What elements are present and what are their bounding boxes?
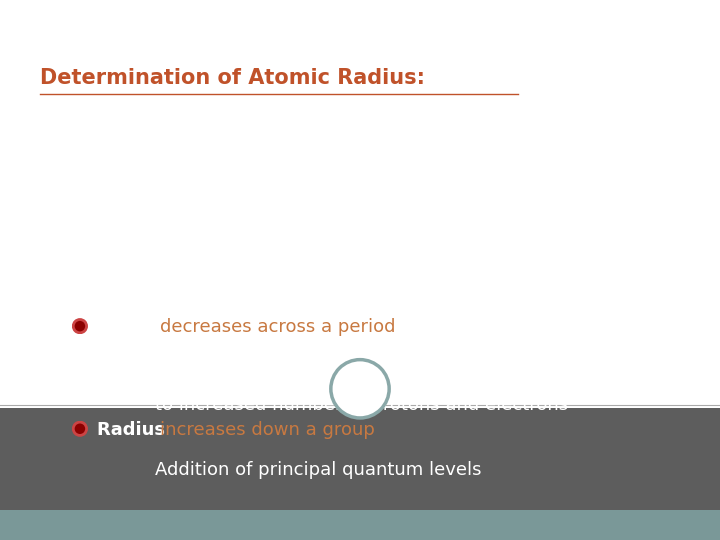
Text: increases down a group: increases down a group xyxy=(160,421,374,438)
Text: Half the diameter of an: Half the diameter of an xyxy=(220,171,447,190)
Text: Periodic Trends in Atomic Radius: Periodic Trends in Atomic Radius xyxy=(40,266,400,285)
Text: to increased number of protons and electrons: to increased number of protons and elect… xyxy=(155,396,568,414)
Circle shape xyxy=(73,320,86,333)
Text: Addition of principal quantum levels: Addition of principal quantum levels xyxy=(155,461,481,479)
Text: Atomic Radius:: Atomic Radius: xyxy=(40,171,212,190)
Circle shape xyxy=(330,360,390,418)
Text: Radius: Radius xyxy=(97,421,171,438)
Text: Increased effective nuclear charge due: Increased effective nuclear charge due xyxy=(155,359,508,376)
Text: Radius: Radius xyxy=(97,318,171,336)
Text: decreases across a period: decreases across a period xyxy=(160,318,395,336)
Text: Determination of Atomic Radius:: Determination of Atomic Radius: xyxy=(40,68,425,87)
Text: atom: atom xyxy=(40,212,90,231)
Circle shape xyxy=(73,422,86,435)
